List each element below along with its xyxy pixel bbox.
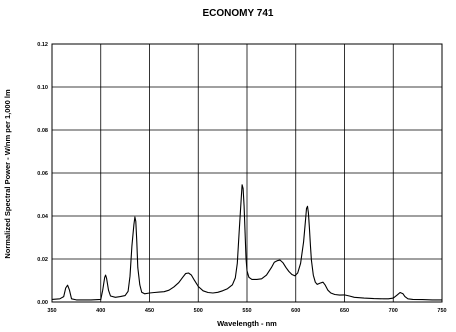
y-tick-label: 0.04 <box>37 214 49 220</box>
x-tick-label: 750 <box>437 308 446 314</box>
x-tick-label: 650 <box>340 308 349 314</box>
y-tick-label: 0.00 <box>37 300 48 306</box>
x-tick-label: 450 <box>145 308 154 314</box>
chart-title: ECONOMY 741 <box>203 8 274 19</box>
spectral-power-line <box>51 184 442 301</box>
series-layer <box>51 184 442 301</box>
y-tick-label: 0.08 <box>37 128 48 134</box>
grid <box>52 44 442 302</box>
y-tick-label: 0.10 <box>37 85 48 91</box>
x-tick-label: 550 <box>242 308 251 314</box>
x-tick-label: 400 <box>96 308 105 314</box>
x-tick-label: 350 <box>47 308 56 314</box>
x-tick-label: 500 <box>194 308 203 314</box>
x-tick-label: 700 <box>389 308 398 314</box>
y-tick-labels: 0.00 0.02 0.04 0.06 0.08 0.10 0.12 <box>37 42 49 306</box>
x-tick-labels: 350 400 450 500 550 600 650 700 750 <box>47 308 446 314</box>
y-tick-label: 0.06 <box>37 171 48 177</box>
x-tick-label: 600 <box>291 308 300 314</box>
x-axis-label: Wavelength - nm <box>217 319 277 328</box>
plot-frame <box>51 43 443 303</box>
y-tick-label: 0.12 <box>37 42 48 48</box>
y-tick-label: 0.02 <box>37 257 48 263</box>
y-axis-label: Normalized Spectral Power - W/nm per 1,0… <box>3 89 12 259</box>
